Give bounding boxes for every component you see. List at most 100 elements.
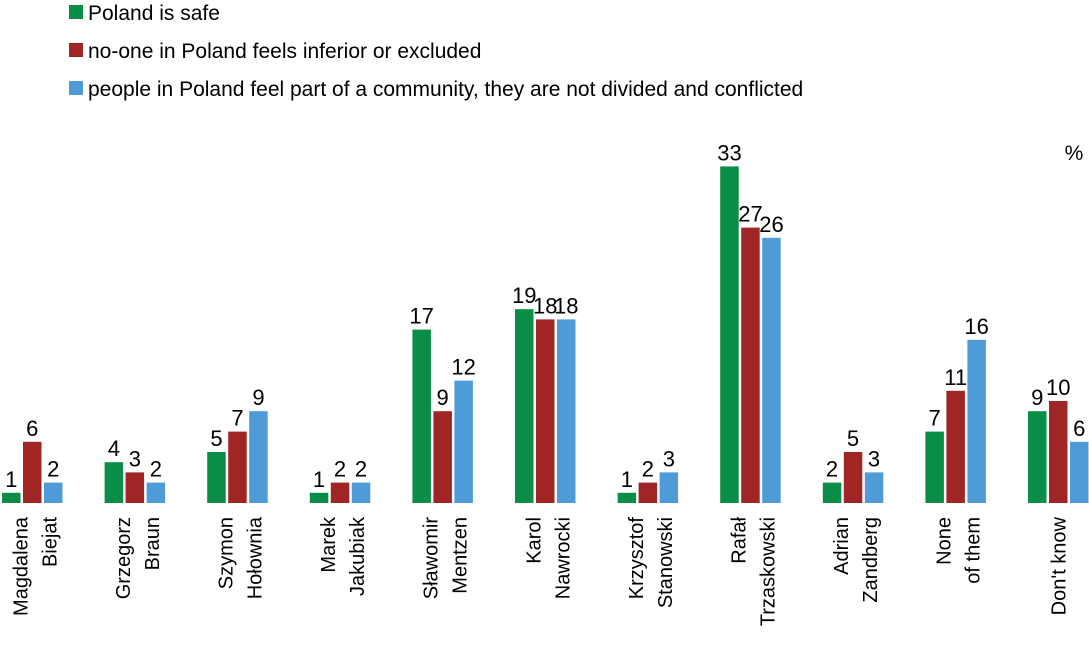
category-label-1: Magdalena Biejat [10,516,61,616]
bar-5-series-2 [433,411,452,503]
value-label-11-series-1: 9 [1031,385,1043,410]
category-label-9-line-2: Zandberg [860,517,882,603]
value-label-3-series-1: 5 [210,426,222,451]
category-label-3: Szymon Hołownia [215,516,266,599]
bar-9-series-3 [864,472,884,503]
bar-4-series-3 [351,482,371,503]
legend-swatch-3 [69,81,83,95]
category-label-11: Don't know [1048,516,1070,615]
category-label-8-line-2: Trzaskowski [757,517,779,626]
bar-5-series-1 [412,329,431,503]
value-label-2-series-2: 3 [129,446,141,471]
bar-1-series-2 [23,441,42,503]
category-label-2: Grzegorz Braun [113,517,164,599]
bar-8-series-2 [741,227,760,503]
legend: Poland is safe no-one in Poland feels inf… [69,2,803,101]
value-label-9-series-3: 3 [868,446,880,471]
bar-10-series-3 [967,339,986,503]
category-label-5: Sławomir Mentzen [421,517,472,600]
value-label-11-series-3: 6 [1073,416,1085,441]
bar-6-series-3 [557,319,576,503]
bar-3-series-3 [249,411,268,503]
category-label-6: Karol Nawrocki [523,517,574,599]
category-label-2-line-1: Grzegorz [113,517,135,599]
value-label-8-series-3: 26 [759,212,783,237]
value-label-5-series-2: 9 [437,385,449,410]
value-label-3-series-3: 9 [252,385,264,410]
value-label-8-series-2: 27 [738,202,762,227]
legend-label-1: Poland is safe [88,2,220,25]
category-label-7-line-1: Krzysztof [626,517,648,600]
bar-11-series-2 [1049,401,1068,503]
value-label-10-series-3: 16 [964,314,988,339]
category-label-5-line-2: Mentzen [450,517,472,594]
category-label-4-line-2: Jakubiak [347,516,369,596]
category-label-5-line-1: Sławomir [421,517,443,600]
value-label-7-series-1: 1 [621,467,633,492]
bar-10-series-1 [925,431,944,503]
bar-5-series-3 [454,380,473,503]
bar-11-series-1 [1028,411,1047,503]
value-label-4-series-2: 2 [334,457,346,482]
bar-1-series-1 [2,492,21,503]
value-label-7-series-3: 3 [663,446,675,471]
value-label-1-series-1: 1 [5,467,17,492]
legend-swatch-1 [69,5,83,19]
bar-4-series-1 [309,492,329,503]
value-label-6-series-3: 18 [554,293,578,318]
value-label-10-series-1: 7 [929,406,941,431]
value-label-2-series-3: 2 [150,457,162,482]
category-label-10-line-2: of them [963,517,985,584]
value-label-6-series-1: 19 [512,283,536,308]
legend-label-3: people in Poland feel part of a communit… [88,78,803,101]
category-label-7-line-2: Stanowski [655,517,677,608]
bar-7-series-2 [638,482,658,503]
bar-7-series-3 [659,472,679,503]
category-label-4: Marek Jakubiak [318,516,369,596]
bars [2,166,1089,504]
unit-label: % [1065,142,1084,165]
bar-1-series-3 [44,482,63,503]
value-label-9-series-2: 5 [847,426,859,451]
category-label-8: Rafał Trzaskowski [728,516,779,626]
value-label-11-series-2: 10 [1046,375,1070,400]
value-label-4-series-1: 1 [313,467,325,492]
category-label-3-line-2: Hołownia [244,516,266,599]
category-label-9-line-1: Adrian [831,517,853,575]
bar-4-series-2 [330,482,350,503]
value-label-5-series-3: 12 [451,355,475,380]
legend-swatch-2 [69,43,83,57]
category-label-10-line-1: None [934,517,956,565]
category-label-10: None of them [934,517,985,584]
bar-2-series-2 [125,472,145,503]
category-label-3-line-1: Szymon [215,517,237,589]
bar-8-series-1 [720,166,739,503]
value-label-7-series-2: 2 [642,457,654,482]
value-label-8-series-1: 33 [717,140,741,165]
category-label-4-line-1: Marek [318,516,340,573]
value-label-9-series-1: 2 [826,457,838,482]
value-label-2-series-1: 4 [108,436,120,461]
category-label-1-line-2: Biejat [39,517,61,567]
category-label-7: Krzysztof Stanowski [626,517,677,609]
bar-2-series-3 [146,482,166,503]
category-label-1-line-1: Magdalena [10,516,32,616]
bar-2-series-1 [104,462,124,503]
bar-9-series-1 [822,482,842,503]
bar-7-series-1 [617,492,637,503]
value-label-1-series-3: 2 [47,457,59,482]
bar-3-series-1 [207,452,226,503]
legend-label-2: no-one in Poland feels inferior or exclu… [88,40,481,63]
bar-3-series-2 [228,431,247,503]
bar-6-series-1 [515,309,534,503]
category-label-6-line-1: Karol [523,517,545,564]
category-label-8-line-1: Rafał [728,516,750,563]
category-label-11-line-1: Don't know [1048,516,1070,615]
value-label-4-series-3: 2 [355,457,367,482]
bar-10-series-2 [946,390,965,503]
bar-9-series-2 [843,452,863,503]
value-label-6-series-2: 18 [533,293,557,318]
bar-11-series-3 [1070,441,1089,503]
